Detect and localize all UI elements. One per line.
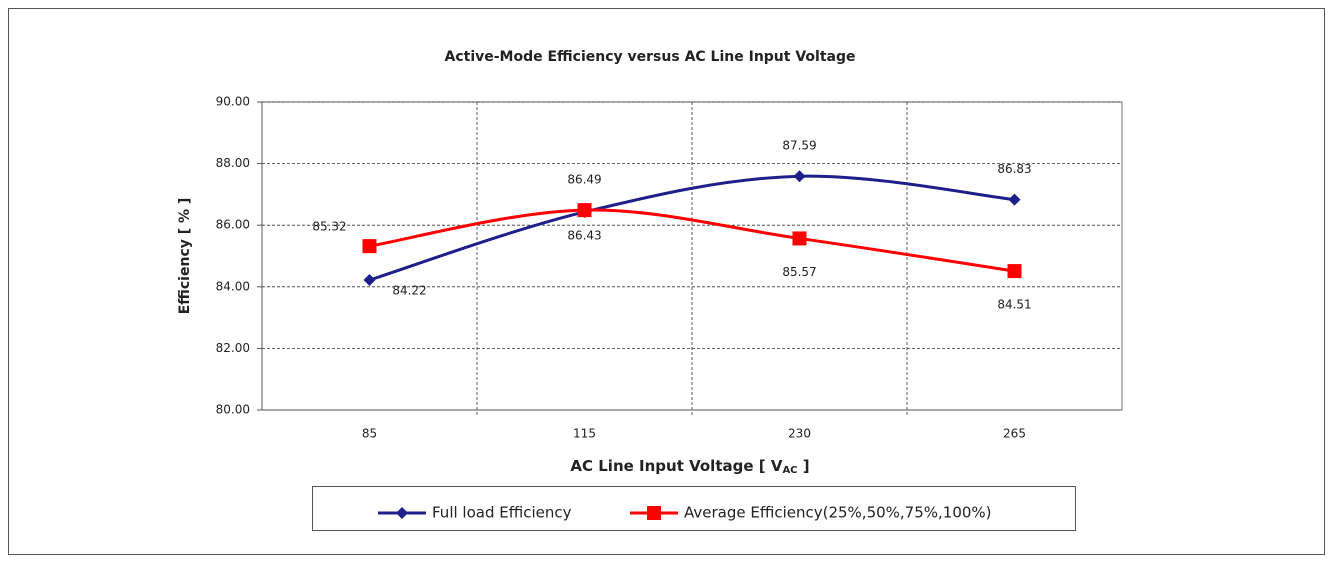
legend-label: Average Efficiency(25%,50%,75%,100%) [684, 504, 992, 522]
x-tick-label: 115 [573, 427, 596, 441]
marker [362, 239, 377, 254]
x-axis-label-text: AC Line Input Voltage [ V [570, 457, 782, 475]
y-tick-label: 82.00 [216, 341, 250, 355]
marker [577, 203, 592, 218]
y-tick-label: 90.00 [216, 95, 250, 109]
data-label: 85.57 [782, 265, 816, 279]
series-line [369, 208, 1015, 273]
marker [792, 231, 807, 246]
marker [396, 507, 408, 519]
marker [647, 506, 661, 520]
data-label: 87.59 [782, 139, 816, 153]
y-tick-label: 80.00 [216, 403, 250, 417]
marker [1007, 264, 1022, 279]
y-tick-label: 86.00 [216, 218, 250, 232]
y-tick-label: 88.00 [216, 156, 250, 170]
x-tick-label: 265 [1003, 427, 1026, 441]
legend-box [312, 486, 1076, 531]
y-tick-label: 84.00 [216, 279, 250, 293]
x-axis-label-suffix: ] [798, 457, 810, 475]
series-line [369, 174, 1015, 282]
data-label: 84.51 [997, 298, 1031, 312]
legend-label: Full load Efficiency [432, 504, 572, 522]
marker [793, 170, 806, 183]
data-label: 86.49 [567, 173, 601, 187]
data-label: 86.43 [567, 228, 601, 242]
chart-title: Active-Mode Efficiency versus AC Line In… [445, 49, 856, 65]
data-label: 86.83 [997, 162, 1031, 176]
chart-border [8, 8, 1325, 555]
data-label: 84.22 [392, 284, 426, 298]
x-tick-label: 230 [788, 427, 811, 441]
y-axis-label: Efficiency [ % ] [177, 198, 193, 315]
marker [363, 274, 376, 287]
x-tick-label: 85 [362, 427, 377, 441]
data-label: 85.32 [312, 220, 346, 234]
marker [1008, 193, 1021, 206]
x-axis-label-subscript: AC [782, 465, 797, 476]
x-axis-label: AC Line Input Voltage [ VAC ] [570, 457, 809, 477]
